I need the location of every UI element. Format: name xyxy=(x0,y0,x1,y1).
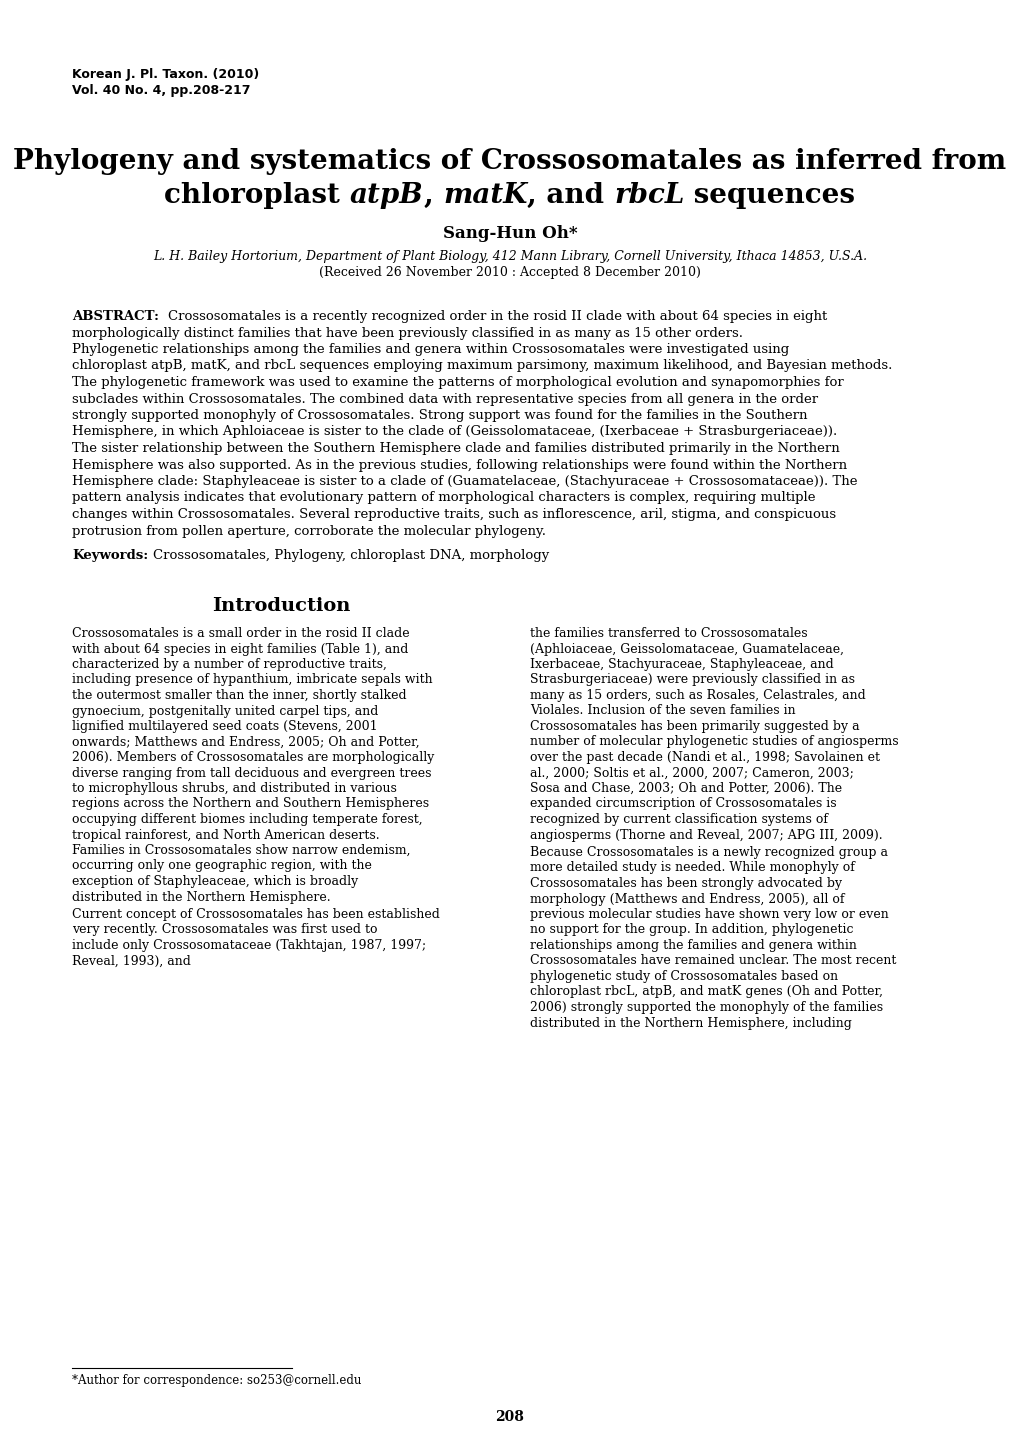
Text: regions across the Northern and Southern Hemispheres: regions across the Northern and Southern… xyxy=(72,798,429,811)
Text: distributed in the Northern Hemisphere.: distributed in the Northern Hemisphere. xyxy=(72,890,330,903)
Text: previous molecular studies have shown very low or even: previous molecular studies have shown ve… xyxy=(530,908,888,921)
Text: include only Crossosomataceae (Takhtajan, 1987, 1997;: include only Crossosomataceae (Takhtajan… xyxy=(72,939,426,952)
Text: occupying different biomes including temperate forest,: occupying different biomes including tem… xyxy=(72,812,422,825)
Text: angiosperms (Thorne and Reveal, 2007; APG III, 2009).: angiosperms (Thorne and Reveal, 2007; AP… xyxy=(530,828,881,841)
Text: Sang-Hun Oh*: Sang-Hun Oh* xyxy=(442,225,577,242)
Text: rbcL: rbcL xyxy=(613,182,684,209)
Text: Because Crossosomatales is a newly recognized group a: Because Crossosomatales is a newly recog… xyxy=(530,846,888,859)
Text: with about 64 species in eight families (Table 1), and: with about 64 species in eight families … xyxy=(72,642,408,655)
Text: Current concept of Crossosomatales has been established: Current concept of Crossosomatales has b… xyxy=(72,908,439,921)
Text: Hemisphere, in which Aphloiaceae is sister to the clade of (Geissolomataceae, (I: Hemisphere, in which Aphloiaceae is sist… xyxy=(72,426,837,439)
Text: the families transferred to Crossosomatales: the families transferred to Crossosomata… xyxy=(530,628,807,641)
Text: changes within Crossosomatales. Several reproductive traits, such as inflorescen: changes within Crossosomatales. Several … xyxy=(72,508,836,521)
Text: phylogenetic study of Crossosomatales based on: phylogenetic study of Crossosomatales ba… xyxy=(530,970,838,983)
Text: Crossosomatales, Phylogeny, chloroplast DNA, morphology: Crossosomatales, Phylogeny, chloroplast … xyxy=(153,548,548,561)
Text: Hemisphere clade: Staphyleaceae is sister to a clade of (Guamatelaceae, (Stachyu: Hemisphere clade: Staphyleaceae is siste… xyxy=(72,475,857,488)
Text: to microphyllous shrubs, and distributed in various: to microphyllous shrubs, and distributed… xyxy=(72,782,396,795)
Text: 2006). Members of Crossosomatales are morphologically: 2006). Members of Crossosomatales are mo… xyxy=(72,750,434,763)
Text: chloroplast: chloroplast xyxy=(164,182,350,209)
Text: lignified multilayered seed coats (Stevens, 2001: lignified multilayered seed coats (Steve… xyxy=(72,720,377,733)
Text: The phylogenetic framework was used to examine the patterns of morphological evo: The phylogenetic framework was used to e… xyxy=(72,377,843,390)
Text: Crossosomatales has been strongly advocated by: Crossosomatales has been strongly advoca… xyxy=(530,877,842,890)
Text: sequences: sequences xyxy=(684,182,855,209)
Text: exception of Staphyleaceae, which is broadly: exception of Staphyleaceae, which is bro… xyxy=(72,874,358,887)
Text: 2006) strongly supported the monophyly of the families: 2006) strongly supported the monophyly o… xyxy=(530,1001,882,1014)
Text: onwards; Matthews and Endress, 2005; Oh and Potter,: onwards; Matthews and Endress, 2005; Oh … xyxy=(72,736,419,749)
Text: The sister relationship between the Southern Hemisphere clade and families distr: The sister relationship between the Sout… xyxy=(72,442,839,455)
Text: Families in Crossosomatales show narrow endemism,: Families in Crossosomatales show narrow … xyxy=(72,844,410,857)
Text: Ixerbaceae, Stachyuraceae, Staphyleaceae, and: Ixerbaceae, Stachyuraceae, Staphyleaceae… xyxy=(530,658,833,671)
Text: Reveal, 1993), and: Reveal, 1993), and xyxy=(72,954,191,967)
Text: Introduction: Introduction xyxy=(212,597,350,615)
Text: tropical rainforest, and North American deserts.: tropical rainforest, and North American … xyxy=(72,828,379,841)
Text: chloroplast rbcL, atpB, and matK genes (Oh and Potter,: chloroplast rbcL, atpB, and matK genes (… xyxy=(530,986,882,999)
Text: Keywords:: Keywords: xyxy=(72,548,148,561)
Text: protrusion from pollen aperture, corroborate the molecular phylogeny.: protrusion from pollen aperture, corrobo… xyxy=(72,524,545,537)
Text: Crossosomatales is a small order in the rosid II clade: Crossosomatales is a small order in the … xyxy=(72,628,410,641)
Text: gynoecium, postgenitally united carpel tips, and: gynoecium, postgenitally united carpel t… xyxy=(72,704,378,717)
Text: expanded circumscription of Crossosomatales is: expanded circumscription of Crossosomata… xyxy=(530,798,836,811)
Text: Crossosomatales is a recently recognized order in the rosid II clade with about : Crossosomatales is a recently recognized… xyxy=(168,310,826,323)
Text: Vol. 40 No. 4, pp.208-217: Vol. 40 No. 4, pp.208-217 xyxy=(72,84,251,97)
Text: (Aphloiaceae, Geissolomataceae, Guamatelaceae,: (Aphloiaceae, Geissolomataceae, Guamatel… xyxy=(530,642,843,655)
Text: *Author for correspondence: so253@cornell.edu: *Author for correspondence: so253@cornel… xyxy=(72,1374,361,1387)
Text: matK: matK xyxy=(442,182,527,209)
Text: over the past decade (Nandi et al., 1998; Savolainen et: over the past decade (Nandi et al., 1998… xyxy=(530,750,879,763)
Text: strongly supported monophyly of Crossosomatales. Strong support was found for th: strongly supported monophyly of Crossoso… xyxy=(72,408,807,421)
Text: no support for the group. In addition, phylogenetic: no support for the group. In addition, p… xyxy=(530,924,853,937)
Text: relationships among the families and genera within: relationships among the families and gen… xyxy=(530,939,856,952)
Text: Violales. Inclusion of the seven families in: Violales. Inclusion of the seven familie… xyxy=(530,704,795,717)
Text: Hemisphere was also supported. As in the previous studies, following relationshi: Hemisphere was also supported. As in the… xyxy=(72,459,847,472)
Text: chloroplast atpB, matK, and rbcL sequences employing maximum parsimony, maximum : chloroplast atpB, matK, and rbcL sequenc… xyxy=(72,359,892,372)
Text: ,: , xyxy=(423,182,442,209)
Text: recognized by current classification systems of: recognized by current classification sys… xyxy=(530,812,827,825)
Text: morphologically distinct families that have been previously classified in as man: morphologically distinct families that h… xyxy=(72,326,742,339)
Text: the outermost smaller than the inner, shortly stalked: the outermost smaller than the inner, sh… xyxy=(72,688,407,701)
Text: 208: 208 xyxy=(495,1410,524,1424)
Text: occurring only one geographic region, with the: occurring only one geographic region, wi… xyxy=(72,860,372,873)
Text: Phylogeny and systematics of Crossosomatales as inferred from: Phylogeny and systematics of Crossosomat… xyxy=(13,149,1006,175)
Text: distributed in the Northern Hemisphere, including: distributed in the Northern Hemisphere, … xyxy=(530,1016,851,1029)
Text: (Received 26 November 2010 : Accepted 8 December 2010): (Received 26 November 2010 : Accepted 8 … xyxy=(319,266,700,278)
Text: morphology (Matthews and Endress, 2005), all of: morphology (Matthews and Endress, 2005),… xyxy=(530,893,844,906)
Text: atpB: atpB xyxy=(350,182,423,209)
Text: number of molecular phylogenetic studies of angiosperms: number of molecular phylogenetic studies… xyxy=(530,736,898,749)
Text: including presence of hypanthium, imbricate sepals with: including presence of hypanthium, imbric… xyxy=(72,674,432,687)
Text: Phylogenetic relationships among the families and genera within Crossosomatales : Phylogenetic relationships among the fam… xyxy=(72,343,789,356)
Text: L. H. Bailey Hortorium, Department of Plant Biology, 412 Mann Library, Cornell U: L. H. Bailey Hortorium, Department of Pl… xyxy=(153,250,866,263)
Text: very recently. Crossosomatales was first used to: very recently. Crossosomatales was first… xyxy=(72,924,377,937)
Text: Korean J. Pl. Taxon. (2010): Korean J. Pl. Taxon. (2010) xyxy=(72,68,259,81)
Text: al., 2000; Soltis et al., 2000, 2007; Cameron, 2003;: al., 2000; Soltis et al., 2000, 2007; Ca… xyxy=(530,766,853,779)
Text: ABSTRACT:: ABSTRACT: xyxy=(72,310,159,323)
Text: Sosa and Chase, 2003; Oh and Potter, 2006). The: Sosa and Chase, 2003; Oh and Potter, 200… xyxy=(530,782,842,795)
Text: more detailed study is needed. While monophyly of: more detailed study is needed. While mon… xyxy=(530,861,854,874)
Text: Strasburgeriaceae) were previously classified in as: Strasburgeriaceae) were previously class… xyxy=(530,674,854,687)
Text: subclades within Crossosomatales. The combined data with representative species : subclades within Crossosomatales. The co… xyxy=(72,392,817,405)
Text: characterized by a number of reproductive traits,: characterized by a number of reproductiv… xyxy=(72,658,386,671)
Text: Crossosomatales has been primarily suggested by a: Crossosomatales has been primarily sugge… xyxy=(530,720,859,733)
Text: , and: , and xyxy=(527,182,613,209)
Text: diverse ranging from tall deciduous and evergreen trees: diverse ranging from tall deciduous and … xyxy=(72,766,431,779)
Text: pattern analysis indicates that evolutionary pattern of morphological characters: pattern analysis indicates that evolutio… xyxy=(72,492,815,505)
Text: many as 15 orders, such as Rosales, Celastrales, and: many as 15 orders, such as Rosales, Cela… xyxy=(530,688,865,701)
Text: Crossosomatales have remained unclear. The most recent: Crossosomatales have remained unclear. T… xyxy=(530,954,896,967)
